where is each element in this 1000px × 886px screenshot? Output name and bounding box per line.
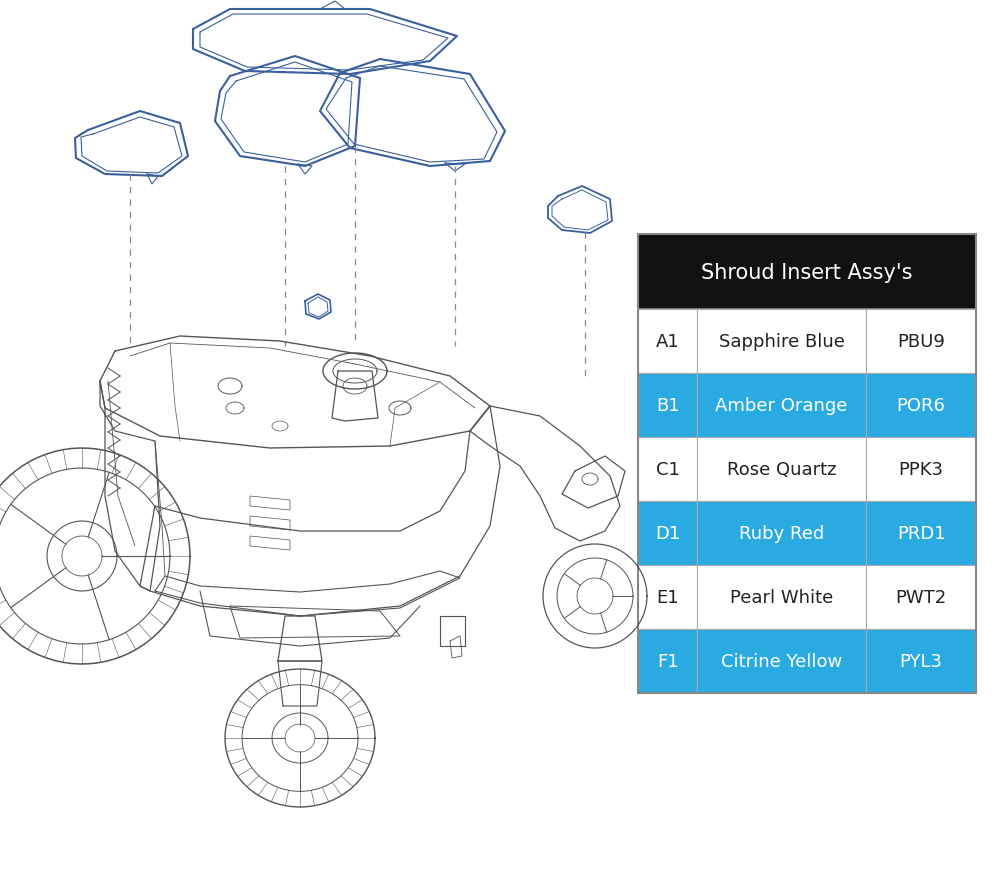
Text: POR6: POR6 xyxy=(897,397,946,415)
Bar xyxy=(638,565,697,629)
Bar xyxy=(638,235,976,693)
Bar xyxy=(638,438,697,501)
Bar xyxy=(697,501,866,565)
Text: F1: F1 xyxy=(657,652,678,670)
Text: A1: A1 xyxy=(656,333,679,351)
Bar xyxy=(638,629,697,693)
Bar xyxy=(697,374,866,438)
Bar xyxy=(866,438,976,501)
Text: PWT2: PWT2 xyxy=(895,588,947,606)
Text: Sapphire Blue: Sapphire Blue xyxy=(719,333,845,351)
Bar xyxy=(638,374,697,438)
Text: PYL3: PYL3 xyxy=(900,652,943,670)
Text: C1: C1 xyxy=(656,461,680,478)
Text: E1: E1 xyxy=(656,588,679,606)
Bar xyxy=(697,310,866,374)
Bar xyxy=(697,565,866,629)
Text: D1: D1 xyxy=(655,525,680,542)
Bar xyxy=(697,438,866,501)
Bar xyxy=(638,310,697,374)
Text: Rose Quartz: Rose Quartz xyxy=(727,461,836,478)
Text: B1: B1 xyxy=(656,397,679,415)
Text: Ruby Red: Ruby Red xyxy=(739,525,824,542)
Bar xyxy=(866,374,976,438)
Text: PPK3: PPK3 xyxy=(899,461,944,478)
Bar xyxy=(638,501,697,565)
Text: Amber Orange: Amber Orange xyxy=(715,397,848,415)
Text: Shroud Insert Assy's: Shroud Insert Assy's xyxy=(701,262,913,283)
Bar xyxy=(866,501,976,565)
Bar xyxy=(697,629,866,693)
Bar xyxy=(866,310,976,374)
Bar xyxy=(638,235,976,310)
Text: PRD1: PRD1 xyxy=(897,525,945,542)
Bar xyxy=(866,629,976,693)
Text: Citrine Yellow: Citrine Yellow xyxy=(721,652,842,670)
Text: PBU9: PBU9 xyxy=(897,333,945,351)
Bar xyxy=(866,565,976,629)
Text: Pearl White: Pearl White xyxy=(730,588,833,606)
